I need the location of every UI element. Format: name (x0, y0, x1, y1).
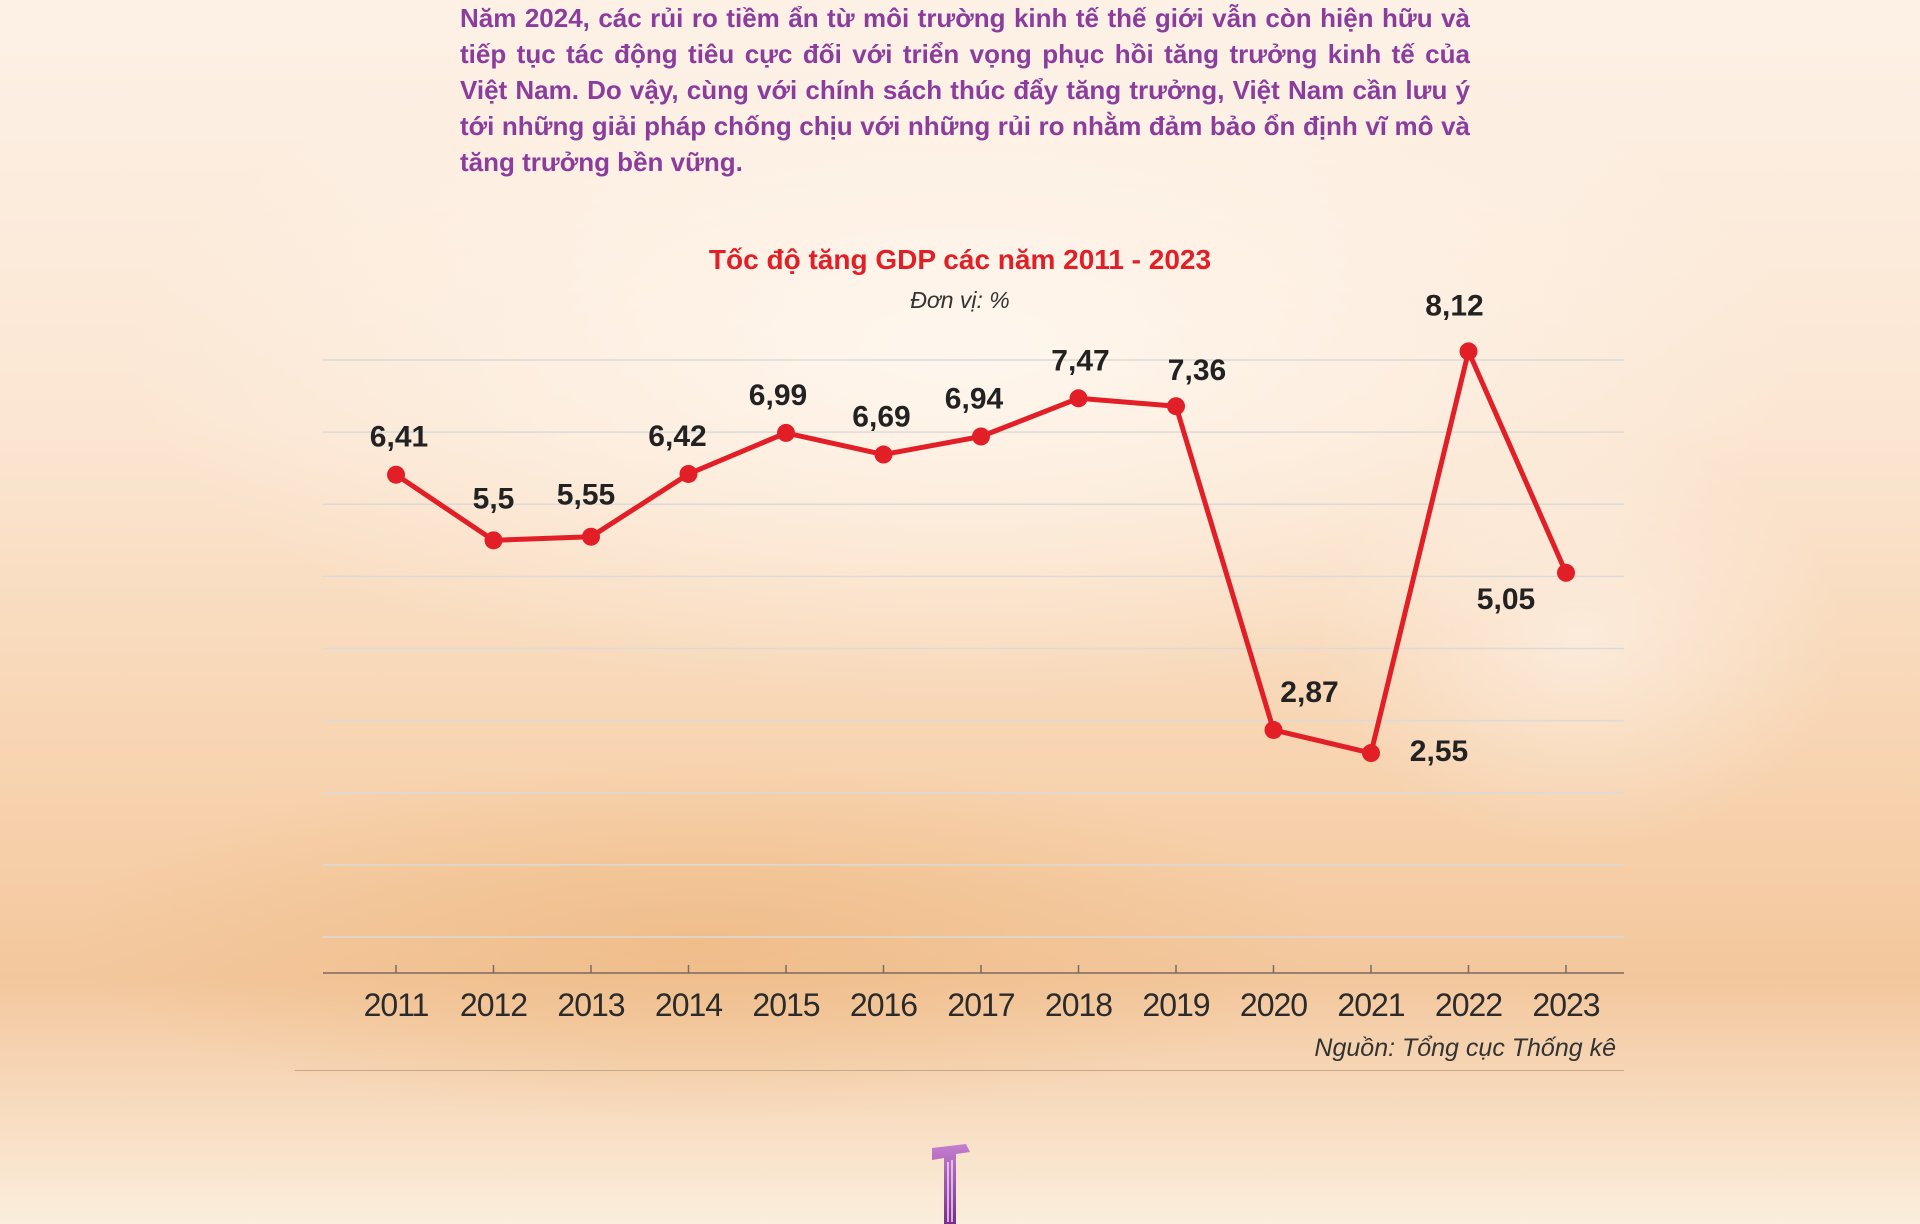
data-label: 7,36 (1168, 354, 1226, 387)
x-tick-label: 2018 (1045, 987, 1112, 1023)
data-point (1264, 720, 1283, 739)
data-label: 5,05 (1477, 583, 1535, 616)
data-label: 6,41 (370, 421, 428, 454)
x-tick-label: 2017 (947, 987, 1014, 1023)
data-label: 7,47 (1051, 344, 1109, 377)
x-tick-label: 2013 (557, 987, 624, 1023)
data-label: 6,42 (648, 420, 706, 453)
x-tick-label: 2012 (460, 987, 527, 1023)
footer-divider (295, 1070, 1624, 1071)
data-point (484, 531, 503, 550)
data-label: 6,94 (945, 382, 1004, 415)
gdp-data-labels: 6,41 5,5 5,55 6,42 6,99 6,69 6,94 7,47 7,36 2,87 2… (370, 289, 1535, 768)
data-point (1167, 397, 1185, 416)
x-tick-label: 2011 (364, 987, 429, 1023)
data-label: 6,69 (852, 401, 910, 434)
x-axis-ticks (395, 965, 1567, 973)
data-label: 6,99 (749, 379, 807, 412)
x-tick-label: 2015 (752, 987, 819, 1023)
data-point (1459, 342, 1478, 361)
intro-paragraph: Năm 2024, các rủi ro tiềm ẩn từ môi trườ… (460, 3, 1470, 177)
data-label: 2,55 (1410, 735, 1468, 768)
x-axis-labels: 2011 2012 2013 2014 2015 2016 2017 2018 2019 2020… (364, 987, 1601, 1023)
data-label: 5,55 (557, 479, 615, 512)
chart-gridlines (323, 359, 1624, 938)
chart-title: Tốc độ tăng GDP các năm 2011 - 2023 (708, 244, 1212, 275)
chart-source: Nguồn: Tổng cục Thống kê (1314, 1034, 1616, 1062)
data-point (777, 423, 795, 442)
x-tick-label: 2022 (1435, 987, 1502, 1023)
data-label: 2,87 (1280, 676, 1338, 709)
x-tick-label: 2016 (850, 987, 917, 1023)
x-tick-label: 2023 (1532, 987, 1599, 1023)
data-point (582, 527, 600, 546)
gdp-data-points (387, 342, 1575, 763)
data-point (1557, 563, 1575, 582)
data-point (1069, 389, 1088, 408)
x-tick-label: 2014 (655, 987, 722, 1023)
x-tick-label: 2020 (1240, 987, 1307, 1023)
chart-unit: Đơn vị: % (910, 287, 1010, 313)
brand-logo-icon (932, 1144, 970, 1224)
x-tick-label: 2019 (1142, 987, 1209, 1023)
data-label: 5,5 (473, 482, 515, 515)
data-point (874, 445, 893, 464)
data-point (1362, 744, 1380, 763)
data-point (972, 427, 990, 446)
x-tick-label: 2021 (1337, 987, 1404, 1023)
data-point (387, 465, 405, 484)
data-point (679, 464, 698, 483)
data-label: 8,12 (1425, 289, 1483, 322)
